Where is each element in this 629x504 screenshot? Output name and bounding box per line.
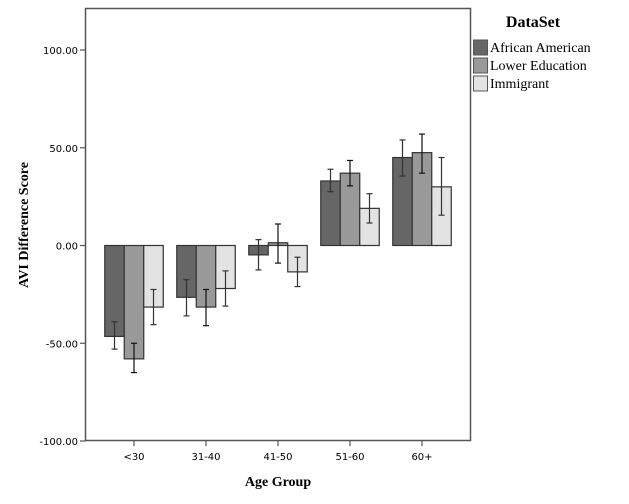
legend-label: African American xyxy=(490,41,591,56)
x-tick-label: 31-40 xyxy=(191,452,220,463)
legend-swatch xyxy=(473,75,488,92)
x-axis: <30 31-40 41-50 51-60 60+ xyxy=(123,440,433,463)
x-tick-label: 51-60 xyxy=(335,452,364,463)
legend-label: Immigrant xyxy=(490,77,549,92)
x-tick-label: 60+ xyxy=(411,452,432,463)
y-tick-label: -100.00 xyxy=(39,437,78,448)
y-tick-label: 50.00 xyxy=(49,144,78,155)
bars-layer xyxy=(104,133,452,374)
x-axis-label: Age Group xyxy=(245,475,311,490)
legend: DataSet African American Lower Education I… xyxy=(473,14,591,92)
legend-swatch xyxy=(473,39,488,56)
y-axis-label: AVI Difference Score xyxy=(17,162,32,288)
legend-label: Lower Education xyxy=(490,59,587,74)
legend-title: DataSet xyxy=(506,14,561,31)
y-axis: -100.00 -50.00 0.00 50.00 100.00 xyxy=(39,46,86,448)
y-tick-label: 100.00 xyxy=(43,46,78,57)
bar xyxy=(123,244,145,360)
x-tick-label: 41-50 xyxy=(263,452,292,463)
y-tick-label: -50.00 xyxy=(46,339,78,350)
y-tick-label: 0.00 xyxy=(56,242,78,253)
legend-swatch xyxy=(473,57,488,74)
x-tick-label: <30 xyxy=(123,452,144,463)
